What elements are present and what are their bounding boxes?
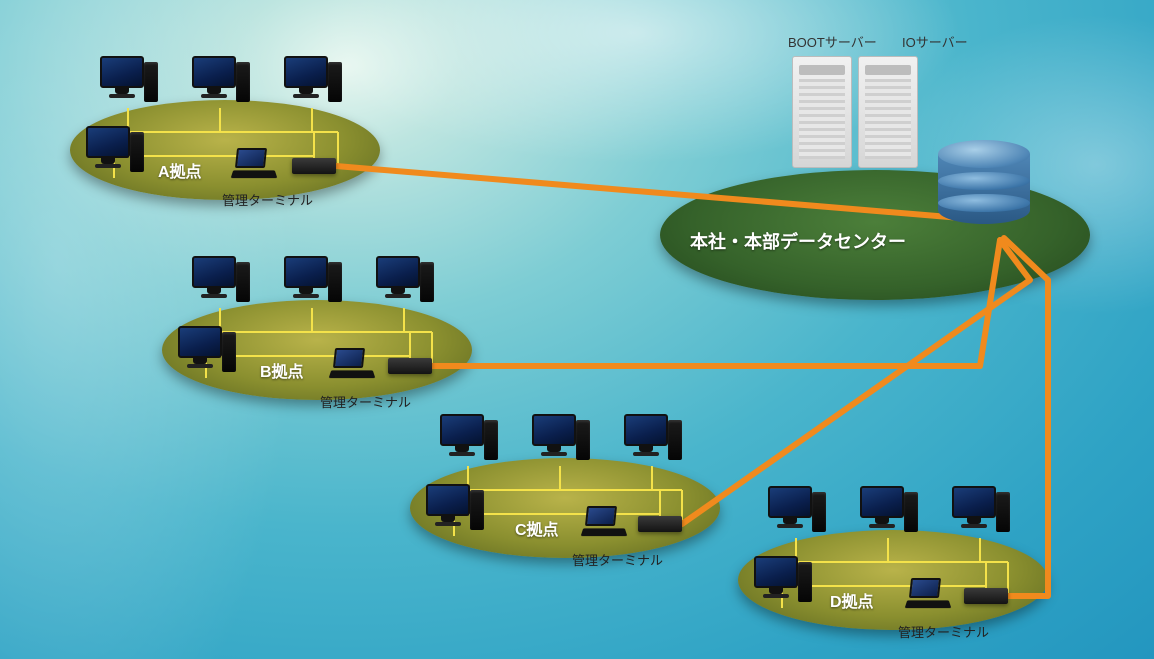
datacenter-label: 本社・本部データセンター — [690, 228, 906, 254]
site-C-pc-2 — [624, 414, 682, 464]
io-server-label: IOサーバー — [902, 32, 968, 51]
boot-server-label: BOOTサーバー — [788, 32, 877, 51]
site-C-pc-3 — [426, 484, 484, 534]
site-B-router — [388, 358, 432, 374]
site-C-pc-0 — [440, 414, 498, 464]
site-C-label: C拠点 — [515, 516, 559, 540]
site-D-pc-3 — [754, 556, 812, 606]
site-B-laptop — [330, 348, 374, 380]
site-A-pc-3 — [86, 126, 144, 176]
site-A-label: A拠点 — [158, 158, 202, 182]
site-D-pc-2 — [952, 486, 1010, 536]
site-D-label: D拠点 — [830, 588, 874, 612]
site-A-pc-1 — [192, 56, 250, 106]
site-A-pc-2 — [284, 56, 342, 106]
site-A-sublabel: 管理ターミナル — [222, 190, 313, 209]
site-A-pc-0 — [100, 56, 158, 106]
site-C-sublabel: 管理ターミナル — [572, 550, 663, 569]
site-B-pc-3 — [178, 326, 236, 376]
server-rack-1 — [858, 56, 918, 168]
site-D-pc-1 — [860, 486, 918, 536]
database-icon — [938, 140, 1030, 224]
server-rack-0 — [792, 56, 852, 168]
site-B-pc-0 — [192, 256, 250, 306]
site-B-pc-2 — [376, 256, 434, 306]
site-C-laptop — [582, 506, 626, 538]
site-C-pc-1 — [532, 414, 590, 464]
site-D-laptop — [906, 578, 950, 610]
site-A-laptop — [232, 148, 276, 180]
site-D-pc-0 — [768, 486, 826, 536]
site-B-label: B拠点 — [260, 358, 304, 382]
site-D-sublabel: 管理ターミナル — [898, 622, 989, 641]
site-A-router — [292, 158, 336, 174]
site-D-router — [964, 588, 1008, 604]
site-B-pc-1 — [284, 256, 342, 306]
site-C-router — [638, 516, 682, 532]
site-B-sublabel: 管理ターミナル — [320, 392, 411, 411]
